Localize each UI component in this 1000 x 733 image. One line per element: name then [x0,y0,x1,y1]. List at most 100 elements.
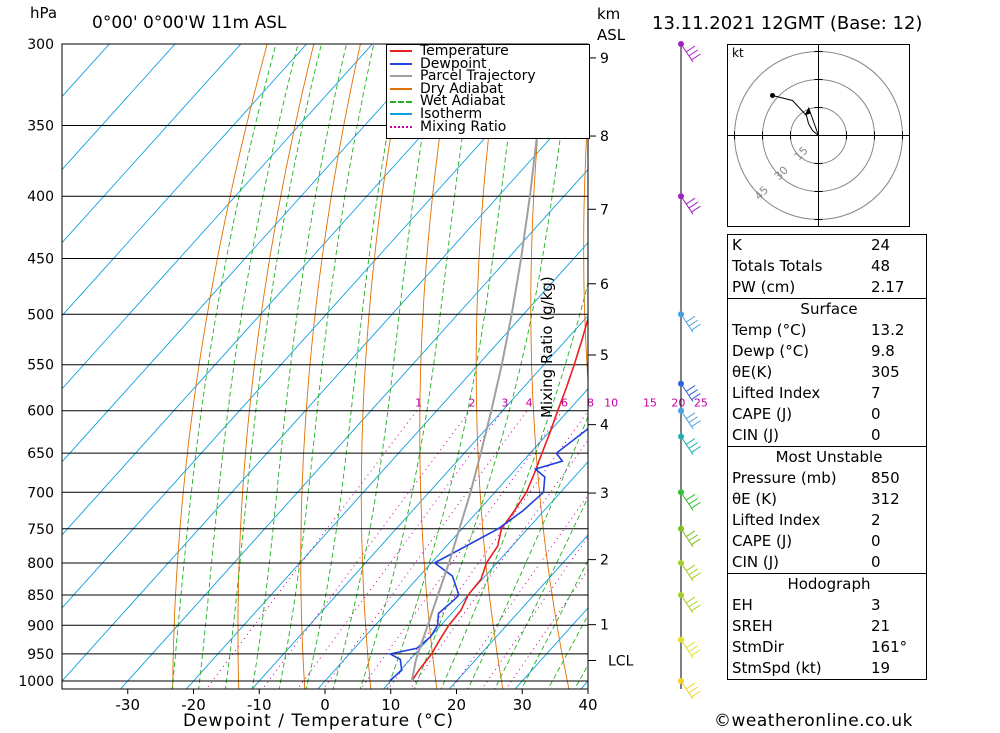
legend-label: Parcel Trajectory [420,68,536,85]
dry-adiabat-line [419,44,455,689]
wind-barb [680,680,701,700]
isotherm-line [62,44,242,244]
wind-barb-feather [688,497,698,505]
mixing-ratio-label: 4 [526,397,533,410]
plot-frame [61,43,589,690]
index-value: 2 [871,511,881,529]
mixing-ratio-label: 3 [501,397,508,410]
wind-barb [680,492,701,511]
wet-adiabat-line [440,281,588,689]
mixing-ratio-line [481,535,588,689]
dry-adiabat-line [360,44,408,689]
index-row: PW (cm) 2.17 [728,277,927,299]
legend-entry: Dry Adiabat [387,80,589,97]
legend-swatch [390,50,412,53]
legend-entry: Dewpoint [387,57,589,70]
dry-adiabat-line [300,44,361,689]
wind-barb-feather [691,538,701,546]
index-section-title: Surface [727,298,927,320]
wind-barb-feather [685,412,696,420]
pressure-tick-label: 350 [27,119,54,135]
legend-swatch [390,125,412,128]
index-label: SREH [732,617,773,635]
mixing-ratio-label: 8 [587,397,594,410]
pressure-tick-label: 550 [27,358,54,374]
wind-barb [680,594,701,614]
index-value: 850 [871,469,900,487]
wind-barb-feather [685,315,696,323]
km-tick-label: 8 [600,129,609,145]
index-section-title: Hodograph [727,573,927,595]
index-row: Temp (°C) 13.2 [728,320,927,341]
wet-adiabat-line [332,44,439,689]
isotherm-line [251,315,588,689]
pressure-tick-label: 700 [27,485,54,501]
legend-entry: Isotherm [387,107,589,121]
km-tick-label: 6 [600,277,609,293]
index-label: Temp (°C) [732,321,807,339]
mixing-ratio-label: 1 [415,397,422,410]
dry-adiabat-line [963,8,1000,707]
pressure-tick-label: 800 [27,556,54,572]
wind-barb-feather [688,568,698,576]
wind-barb-feather [685,197,696,205]
index-row: K 24 [728,235,927,257]
dry-adiabat-line [917,8,1000,707]
pressure-tick-label: 650 [27,446,54,462]
wet-adiabat-line [278,44,375,689]
index-label: StmSpd (kt) [732,659,822,677]
legend-swatch [390,75,412,78]
wet-adiabat-line [494,496,588,689]
wind-barb-feather [691,690,701,698]
legend-entry: Wet Adiabat [387,95,589,108]
legend-swatch [390,113,412,116]
wind-barb-feather [688,534,698,542]
index-value: 0 [871,405,881,423]
mixing-ratio-label: 2 [468,397,475,410]
index-row: CIN (J) 0 [728,425,927,447]
index-row: StmDir 161° [728,637,927,658]
wind-barb-shaft [680,410,694,430]
index-label: StmDir [732,638,784,656]
wind-barb-feather [688,49,698,57]
isotherm-line [62,44,110,98]
index-label: CAPE (J) [732,405,793,423]
legend-label: Temperature [420,43,509,59]
index-value: 312 [871,490,900,508]
mixing-ratio-line [205,410,418,689]
legend-box: Temperature Dewpoint Parcel Trajectory Dry … [386,44,590,139]
wet-adiabat-line [359,44,477,689]
wind-barb-feather [688,389,698,397]
pressure-tick-label: 950 [27,647,54,663]
pressure-tick-label: 300 [27,37,54,53]
legend-label: Wet Adiabat [420,93,506,110]
index-value: 0 [871,426,881,444]
index-section-row: Most Unstable [727,446,927,468]
pressure-tick-label: 900 [27,618,54,634]
index-value: 0 [871,532,881,550]
mixing-ratio-line [409,439,588,689]
temp-tick-label: 30 [513,696,532,714]
index-value: 13.2 [871,321,905,339]
dry-adiabat-line [635,8,706,707]
mixing-ratio-label: 20 [671,397,685,410]
wind-barb [680,43,701,63]
isotherm-line [317,388,588,689]
mixing-ratio-label: 25 [694,397,708,410]
wet-adiabat-line [251,44,347,689]
storm-motion-arrowhead [804,107,811,116]
storm-motion-arrow [808,107,819,136]
legend-entry: Parcel Trajectory [387,68,589,85]
wind-barb [680,410,701,430]
dry-adiabat-line [583,106,588,387]
legend-swatch [390,62,412,65]
temp-tick-label: 20 [447,696,466,714]
index-row: Totals Totals 48 [728,256,927,277]
index-row: Pressure (mb) 850 [728,468,927,489]
index-section-title: Most Unstable [727,446,927,468]
wind-barb-feather [685,641,696,649]
wind-barb-feather [688,201,698,209]
legend-label: Dry Adiabat [420,80,503,97]
km-tick-label: 3 [600,486,609,502]
mixing-ratio-line [296,410,504,689]
